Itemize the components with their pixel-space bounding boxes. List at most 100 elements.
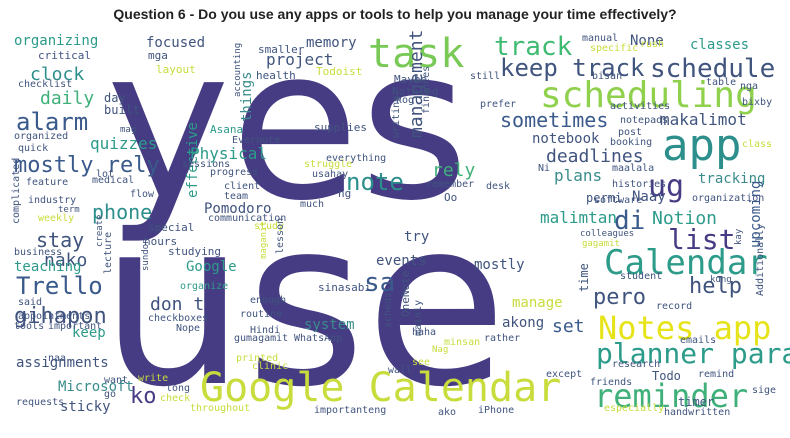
word-day: day: [104, 91, 126, 105]
word-important: important: [48, 321, 103, 332]
word-client: client: [224, 181, 261, 192]
word-complicated: complicated: [11, 157, 22, 224]
word-activities: activities: [610, 101, 671, 112]
word-clinic: clinic: [252, 361, 289, 372]
word-maganit: maganit: [259, 221, 269, 259]
word-checkboxes: checkboxes: [148, 313, 209, 324]
word-todo: Todo: [652, 369, 681, 383]
word-alarm: alarm: [16, 108, 89, 136]
word-gumagamit: gumagamit: [234, 333, 289, 344]
word-hindi: Hindi: [250, 325, 281, 336]
word-much: much: [300, 199, 325, 210]
word-printed: printed: [236, 353, 279, 364]
word-record: record: [656, 301, 693, 312]
word-quick: quick: [18, 143, 49, 154]
word-calendar: Calendar: [604, 243, 768, 283]
word-project: project: [266, 50, 334, 69]
word-phone: phone: [92, 200, 153, 224]
word-bixby: bixby: [742, 97, 773, 108]
word-progress: progress: [210, 167, 259, 178]
word-kung: kung: [710, 275, 732, 285]
word-ako: ako: [438, 407, 457, 418]
word-maybe: Maybe: [394, 73, 428, 86]
word-sessions: sessions: [182, 159, 231, 170]
word-appointments: appointments: [18, 311, 91, 322]
word-study: study: [254, 221, 285, 232]
word-organize: organize: [180, 281, 229, 292]
word-sundon: sundon: [141, 238, 151, 271]
word-specific: specific: [590, 43, 639, 54]
word-sticky: sticky: [60, 399, 111, 415]
word-kay: kay: [734, 228, 744, 245]
word-permi: permi: [586, 191, 623, 205]
word-kog: kog: [396, 95, 415, 106]
word-google: Google: [186, 259, 237, 275]
word-flow: flow: [130, 189, 155, 200]
word-classes: classes: [690, 37, 750, 53]
word-colleagues: colleagues: [580, 229, 635, 239]
word-yes: yes: [106, 2, 469, 247]
word-nag: Nag: [432, 345, 449, 355]
word-scheduling: scheduling: [540, 75, 757, 116]
word-notebook: notebook: [532, 131, 600, 147]
word-whatsapp: WhatsApp: [294, 333, 343, 344]
word-iphone: iPhone: [478, 405, 515, 416]
word-daily: daily: [40, 88, 95, 109]
word-research: research: [612, 359, 661, 370]
word-physical: Physical: [190, 144, 268, 163]
word-note: note: [346, 168, 404, 196]
word-mga: mga: [148, 49, 168, 62]
word-rather: rather: [484, 333, 521, 344]
word-importanteng: importanteng: [314, 405, 387, 416]
word-supplies: supplies: [314, 121, 367, 134]
word-app: app: [662, 120, 742, 171]
word-teaching: teaching: [14, 259, 82, 275]
word-notion: Notion: [652, 208, 718, 229]
word-trello: Trello: [16, 272, 103, 300]
word-planner-para: planner para: [596, 337, 790, 370]
word-nga: nga: [740, 81, 759, 92]
word-friends: friends: [590, 377, 633, 388]
word-reminder: reminder: [594, 377, 749, 415]
word-especially: especially: [604, 403, 665, 414]
word-smaller: smaller: [258, 43, 305, 56]
word-lecture: lecture: [103, 231, 114, 274]
word-manage: manage: [512, 295, 563, 311]
word-google-calendar: Google Calendar: [200, 365, 562, 411]
word-akong: akong: [502, 315, 545, 331]
word-want: want: [104, 375, 129, 386]
word-keep-track: keep track: [500, 54, 645, 82]
word-accounting: accounting: [233, 42, 243, 97]
word-post: post: [618, 127, 643, 138]
word-table: table: [706, 77, 737, 88]
word-mag: mag: [120, 125, 137, 135]
word-track: track: [494, 32, 573, 62]
word-mostly: mostly: [474, 257, 525, 273]
word-everything: everything: [326, 153, 387, 164]
word-lot: lot: [96, 169, 115, 180]
word-still: still: [470, 71, 501, 82]
word-usahay: usahay: [312, 169, 349, 180]
word-gagamit: gagamit: [582, 239, 620, 249]
word-prefer: prefer: [480, 99, 517, 110]
word-organized: organized: [14, 131, 69, 142]
word-don-t: don t: [150, 294, 205, 315]
word-health: health: [256, 69, 296, 82]
word-maalala: maalala: [612, 163, 655, 174]
word-manual: manual: [582, 33, 619, 44]
word-sometimes: sometimes: [500, 108, 609, 132]
word-throughout: throughout: [190, 403, 251, 414]
word-write: write: [138, 373, 169, 384]
word-medical: medical: [92, 175, 135, 186]
word-gihapon: gihapon: [14, 304, 107, 329]
word-di: di: [614, 206, 646, 236]
word-routine: routine: [240, 309, 283, 320]
word-mostly-rely: mostly rely: [14, 153, 160, 178]
word-events: events: [376, 253, 427, 269]
word-checklist: checklist: [18, 79, 73, 90]
word-nothing: Nothing: [392, 85, 439, 98]
word-try: try: [404, 229, 430, 245]
word-tracking: tracking: [698, 171, 766, 187]
word-ug: ug: [648, 169, 685, 204]
word-nako: nako: [44, 250, 88, 271]
